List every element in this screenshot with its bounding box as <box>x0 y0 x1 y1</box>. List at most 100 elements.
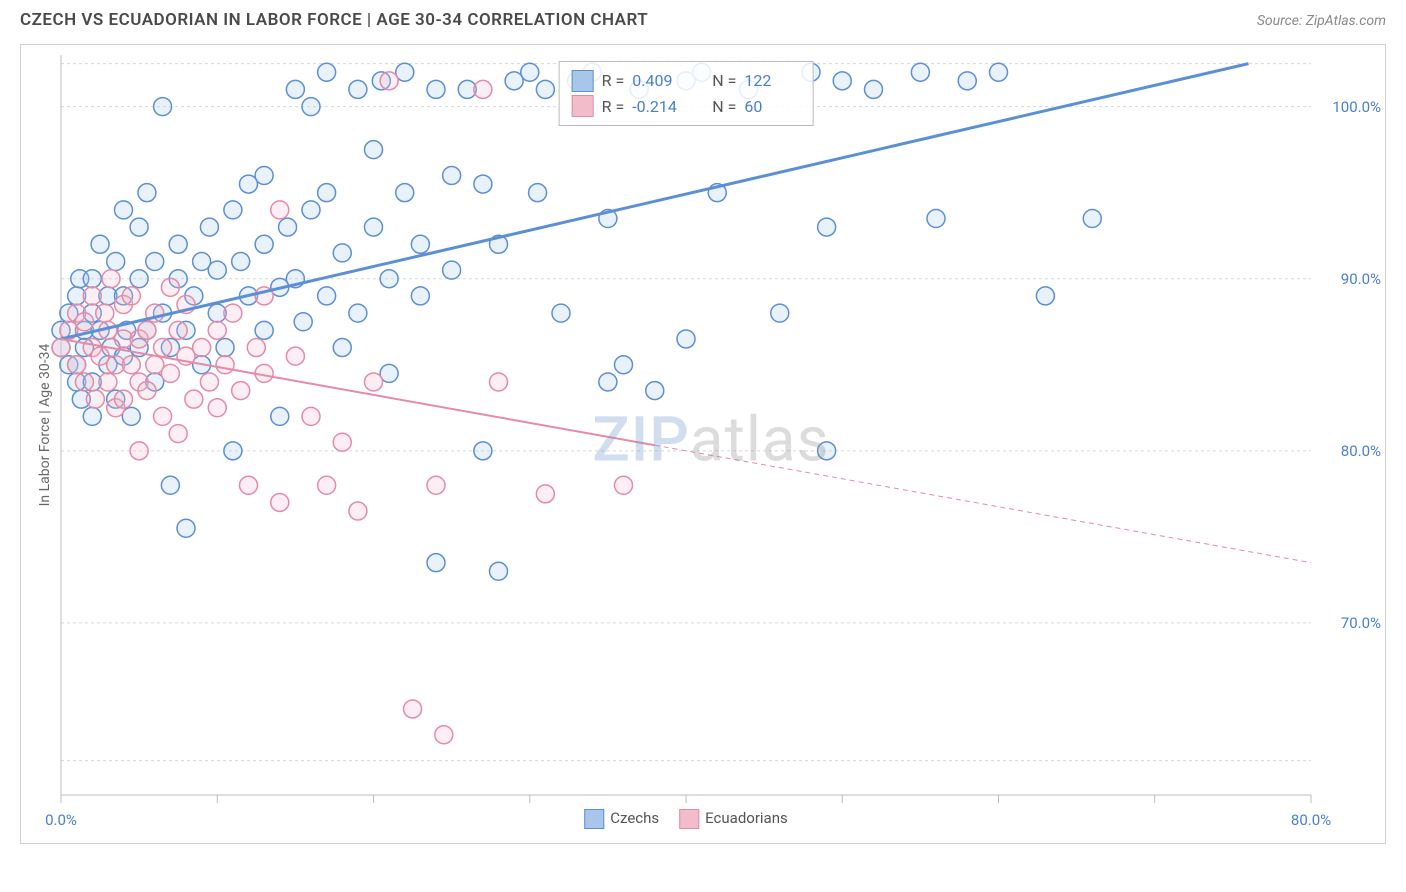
legend-label: Ecuadorians <box>705 809 788 827</box>
scatter-point <box>177 519 195 537</box>
scatter-point <box>818 442 836 460</box>
scatter-point <box>185 390 203 408</box>
scatter-point <box>91 235 109 253</box>
scatter-point <box>96 304 114 322</box>
scatter-point <box>599 373 617 391</box>
corr-n-value: 60 <box>744 94 800 120</box>
scatter-point <box>161 278 179 296</box>
x-tick-label: 0.0% <box>45 811 77 829</box>
scatter-point <box>122 287 140 305</box>
scatter-point <box>247 339 265 357</box>
scatter-point <box>615 356 633 374</box>
correlation-legend: R = 0.409 N = 122R = -0.214 N = 60 <box>559 61 814 126</box>
scatter-point <box>232 382 250 400</box>
x-axis-legend: Czechs Ecuadorians <box>584 809 788 829</box>
scatter-point <box>271 493 289 511</box>
scatter-point <box>200 373 218 391</box>
scatter-point <box>232 253 250 271</box>
scatter-point <box>911 63 929 81</box>
y-tick-label: 80.0% <box>1341 442 1381 460</box>
scatter-point <box>333 339 351 357</box>
correlation-row: R = -0.214 N = 60 <box>572 94 801 120</box>
scatter-point <box>380 270 398 288</box>
scatter-point <box>958 72 976 90</box>
scatter-point <box>435 726 453 744</box>
scatter-point <box>115 390 133 408</box>
scatter-point <box>255 166 273 184</box>
y-tick-label: 70.0% <box>1341 614 1381 632</box>
scatter-point <box>427 80 445 98</box>
scatter-point <box>302 407 320 425</box>
scatter-point <box>83 270 101 288</box>
scatter-point <box>154 339 172 357</box>
scatter-point <box>990 63 1008 81</box>
scatter-point <box>521 63 539 81</box>
scatter-point <box>154 407 172 425</box>
scatter-point <box>75 313 93 331</box>
scatter-point <box>380 72 398 90</box>
y-tick-label: 90.0% <box>1341 270 1381 288</box>
legend-item: Ecuadorians <box>679 809 788 829</box>
chart-title: CZECH VS ECUADORIAN IN LABOR FORCE | AGE… <box>20 10 648 30</box>
corr-n-value: 122 <box>744 68 800 94</box>
correlation-row: R = 0.409 N = 122 <box>572 68 801 94</box>
scatter-point <box>646 382 664 400</box>
scatter-point <box>138 382 156 400</box>
scatter-point <box>333 244 351 262</box>
scatter-point <box>224 304 242 322</box>
scatter-point <box>404 700 422 718</box>
scatter-point <box>193 339 211 357</box>
chart-header: CZECH VS ECUADORIAN IN LABOR FORCE | AGE… <box>0 0 1406 36</box>
scatter-point <box>443 261 461 279</box>
scatter-point <box>365 218 383 236</box>
scatter-point <box>240 476 258 494</box>
scatter-point <box>474 175 492 193</box>
scatter-point <box>200 218 218 236</box>
scatter-point <box>138 321 156 339</box>
scatter-point <box>349 502 367 520</box>
scatter-point <box>318 287 336 305</box>
scatter-point <box>208 321 226 339</box>
legend-swatch <box>572 95 594 117</box>
scatter-point <box>208 261 226 279</box>
corr-r-value: 0.409 <box>632 68 688 94</box>
scatter-point <box>615 476 633 494</box>
scatter-point <box>224 442 242 460</box>
legend-swatch <box>584 809 604 829</box>
scatter-point <box>146 253 164 271</box>
scatter-point <box>255 235 273 253</box>
y-tick-label: 100.0% <box>1332 98 1381 116</box>
scatter-point <box>427 476 445 494</box>
plot-area: In Labor Force | Age 30-34 ZIPatlas R = … <box>61 55 1311 795</box>
scatter-point <box>536 80 554 98</box>
corr-r-label: R = <box>602 68 625 94</box>
scatter-point <box>833 72 851 90</box>
scatter-point <box>115 201 133 219</box>
scatter-point <box>443 166 461 184</box>
scatter-point <box>216 339 234 357</box>
scatter-point <box>365 373 383 391</box>
scatter-point <box>279 218 297 236</box>
scatter-point <box>302 201 320 219</box>
scatter-point <box>529 184 547 202</box>
x-tick-label: 80.0% <box>1291 811 1331 829</box>
scatter-point <box>536 485 554 503</box>
scatter-point <box>169 425 187 443</box>
corr-n-label: N = <box>712 94 736 120</box>
scatter-point <box>333 433 351 451</box>
scatter-point <box>294 313 312 331</box>
scatter-point <box>271 201 289 219</box>
y-axis-label: In Labor Force | Age 30-34 <box>37 344 53 507</box>
scatter-point <box>52 339 70 357</box>
scatter-point <box>130 270 148 288</box>
chart-source: Source: ZipAtlas.com <box>1257 13 1386 29</box>
scatter-point <box>130 218 148 236</box>
corr-n-label: N = <box>712 68 736 94</box>
scatter-point <box>552 304 570 322</box>
scatter-point <box>427 554 445 572</box>
scatter-point <box>208 399 226 417</box>
scatter-point <box>349 80 367 98</box>
scatter-point <box>107 253 125 271</box>
scatter-point <box>771 304 789 322</box>
legend-label: Czechs <box>610 809 659 827</box>
